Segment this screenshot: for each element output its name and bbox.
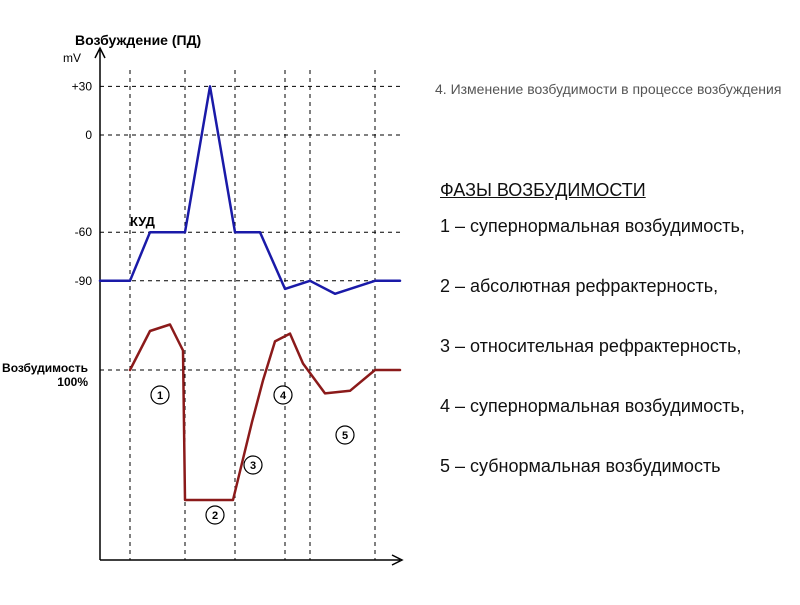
legend-item-3: 3 – относительная рефрактерность, xyxy=(440,335,770,358)
phase-marker-label-2: 2 xyxy=(212,510,218,522)
legend-item-2: 2 – абсолютная рефрактерность, xyxy=(440,275,770,298)
chart-container: Возбуждение (ПД) mV +30 0 -60 -90 КУД Возбудимо… xyxy=(0,0,430,600)
y-tick-label: +30 xyxy=(72,79,93,93)
text-panel: 4. Изменение возбудимости в процессе воз… xyxy=(430,0,800,600)
kud-label: КУД xyxy=(130,214,156,229)
legend-item-4: 4 – супернормальная возбудимость, xyxy=(440,395,770,418)
caption: 4. Изменение возбудимости в процессе воз… xyxy=(435,80,785,100)
phase-marker-label-4: 4 xyxy=(280,390,287,402)
legend-item-1: 1 – супернормальная возбудимость, xyxy=(440,215,770,238)
phase-marker-label-5: 5 xyxy=(342,430,348,442)
chart-svg: Возбуждение (ПД) mV +30 0 -60 -90 КУД Возбудимо… xyxy=(0,0,430,600)
excitability-label-2: 100% xyxy=(57,375,88,389)
y-tick-label: -60 xyxy=(75,225,93,239)
excitability-label-1: Возбудимость xyxy=(2,361,88,375)
chart-title: Возбуждение (ПД) xyxy=(75,32,201,48)
legend-title: ФАЗЫ ВОЗБУДИМОСТИ xyxy=(440,180,646,201)
phase-marker-label-1: 1 xyxy=(157,390,163,402)
excitability-curve xyxy=(130,325,400,501)
legend-item-5: 5 – субнормальная возбудимость xyxy=(440,455,770,478)
phase-marker-label-3: 3 xyxy=(250,460,256,472)
y-unit: mV xyxy=(63,51,81,65)
action-potential-curve xyxy=(100,86,400,293)
y-tick-label: -90 xyxy=(75,274,93,288)
y-tick-label: 0 xyxy=(85,128,92,142)
